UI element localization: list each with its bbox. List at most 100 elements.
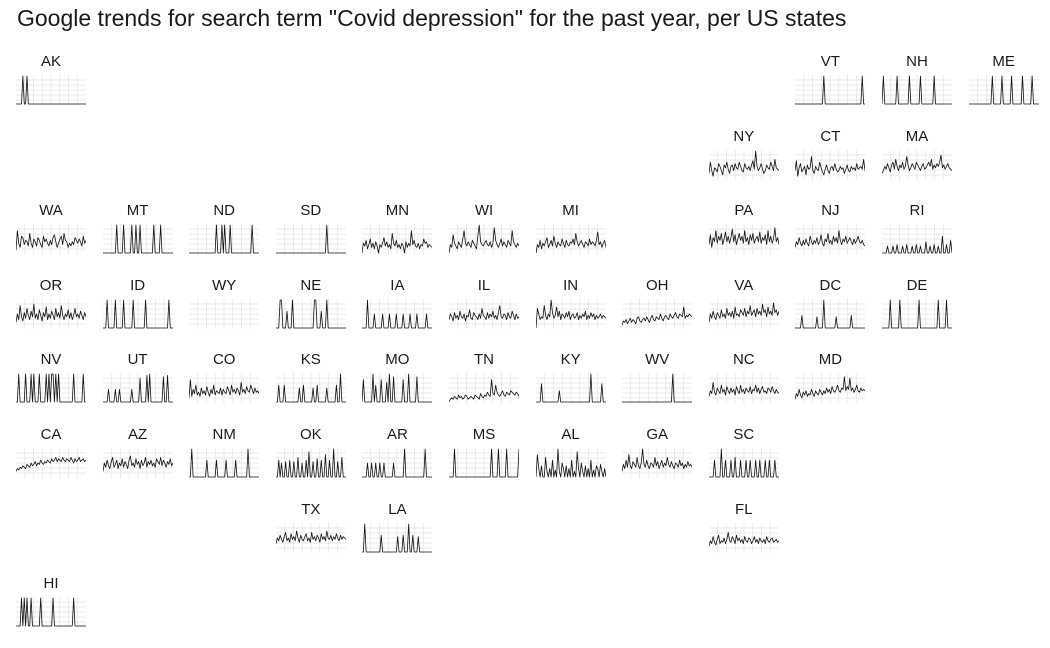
facet-panel — [535, 298, 606, 329]
facet-ia: IA — [362, 277, 433, 333]
facet-label: OR — [39, 276, 63, 294]
series-line — [16, 303, 86, 323]
facet-tx: TX — [275, 501, 346, 557]
series-line — [795, 230, 866, 248]
facet-panel — [189, 373, 260, 404]
facet-panel — [275, 298, 346, 329]
facet-mn: MN — [362, 202, 433, 258]
facet-panel — [362, 448, 433, 478]
series-line — [708, 448, 779, 478]
facet-panel — [275, 373, 346, 404]
facet-label: GA — [646, 426, 669, 443]
series-line — [968, 75, 1039, 105]
facet-wy: WY — [189, 276, 260, 333]
facet-label: NE — [300, 276, 322, 294]
facet-label: AK — [40, 53, 61, 70]
facet-label: UT — [127, 351, 148, 369]
facet-label: SD — [300, 202, 322, 220]
facet-panel — [449, 448, 519, 478]
facet-ky: KY — [535, 351, 606, 407]
facet-nm: NM — [189, 426, 260, 482]
series-line — [362, 230, 433, 254]
facet-panel — [16, 597, 86, 628]
facet-dc: DC — [795, 277, 866, 333]
facet-mt: MT — [102, 202, 173, 258]
facet-label: VT — [820, 53, 840, 70]
facet-label: ID — [130, 276, 146, 294]
series-line — [708, 227, 779, 248]
facet-label: WY — [212, 276, 237, 294]
series-line — [795, 376, 866, 400]
facet-panel — [362, 224, 433, 255]
facet-label: PA — [734, 202, 754, 220]
facet-label: AL — [561, 426, 580, 443]
series-line — [622, 448, 693, 472]
facet-panel — [795, 149, 866, 180]
facet-ar: AR — [362, 426, 433, 482]
facet-panel — [795, 224, 866, 255]
facet-panel — [622, 298, 693, 329]
facet-md: MD — [795, 351, 866, 407]
facet-de: DE — [882, 277, 952, 333]
facet-la: LA — [362, 500, 433, 557]
series-line — [882, 75, 952, 105]
facet-label: AZ — [128, 426, 148, 443]
facet-panel — [535, 448, 606, 478]
series-line — [275, 530, 346, 544]
facet-label: FL — [735, 500, 753, 518]
facet-label: OH — [645, 276, 669, 294]
series-line — [882, 235, 952, 254]
facet-ms: MS — [449, 426, 519, 482]
facet-label: LA — [388, 500, 407, 518]
facet-label: MT — [126, 202, 149, 220]
series-line — [449, 379, 519, 403]
series-line — [622, 306, 693, 326]
series-line — [449, 224, 519, 254]
series-line — [708, 382, 779, 397]
facet-panel — [708, 522, 779, 553]
series-line — [362, 373, 433, 403]
facet-ga: GA — [622, 426, 693, 482]
series-line — [16, 230, 86, 251]
facet-panel — [882, 149, 952, 180]
facet-ct: CT — [795, 128, 866, 184]
facet-label: CA — [40, 426, 62, 443]
facet-label: OK — [299, 426, 322, 443]
facet-panel — [16, 224, 86, 255]
facet-panel — [795, 298, 866, 329]
facet-panel — [708, 224, 779, 255]
series-line — [795, 155, 866, 177]
facet-label: MI — [562, 202, 579, 220]
series-line — [535, 448, 606, 478]
facet-mo: MO — [362, 351, 433, 407]
facet-ks: KS — [275, 351, 346, 407]
facet-panel — [535, 224, 606, 255]
facet-panel — [882, 298, 952, 329]
series-line — [16, 456, 86, 472]
facet-sd: SD — [275, 202, 346, 258]
facet-id: ID — [102, 276, 173, 333]
facet-label: SC — [733, 426, 755, 443]
facet-label: MO — [385, 351, 410, 369]
facet-panel — [708, 149, 779, 180]
facet-panel — [16, 448, 86, 478]
series-line — [449, 448, 519, 478]
facet-panel — [16, 75, 86, 105]
facet-ri: RI — [882, 202, 952, 258]
facet-ny: NY — [708, 128, 779, 184]
facet-panel — [708, 448, 779, 478]
facet-pa: PA — [708, 202, 779, 258]
facet-il: IL — [449, 277, 519, 333]
facet-panel — [362, 298, 433, 329]
facet-label: MN — [385, 202, 410, 220]
facet-panel — [449, 298, 519, 329]
facet-vt: VT — [795, 53, 866, 109]
series-line — [102, 299, 173, 329]
series-line — [189, 379, 260, 399]
facet-label: CO — [212, 351, 236, 369]
series-line — [16, 597, 86, 627]
facet-panel — [362, 522, 433, 553]
series-line — [189, 224, 260, 254]
series-line — [275, 299, 346, 329]
facet-panel — [102, 373, 173, 404]
